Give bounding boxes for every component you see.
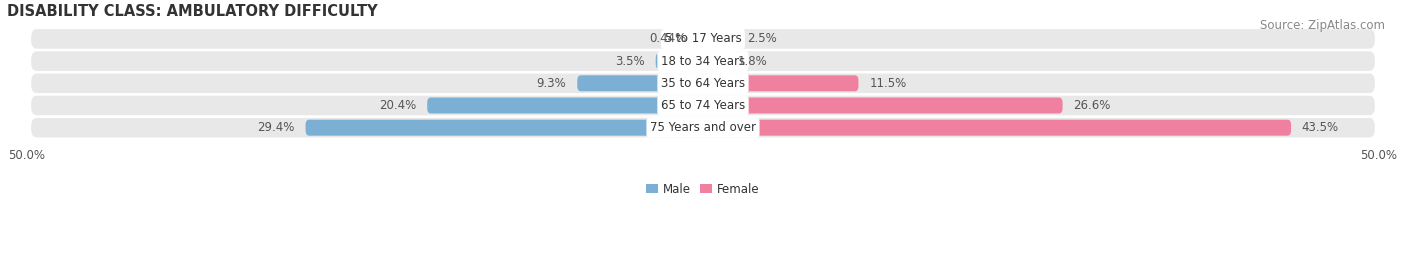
FancyBboxPatch shape xyxy=(703,98,1063,113)
Text: 11.5%: 11.5% xyxy=(869,77,907,90)
Text: 65 to 74 Years: 65 to 74 Years xyxy=(661,99,745,112)
Text: 2.5%: 2.5% xyxy=(748,32,778,45)
FancyBboxPatch shape xyxy=(31,118,1375,137)
FancyBboxPatch shape xyxy=(427,98,703,113)
Text: 1.8%: 1.8% xyxy=(738,55,768,68)
FancyBboxPatch shape xyxy=(703,120,1291,136)
Text: 75 Years and over: 75 Years and over xyxy=(650,121,756,134)
FancyBboxPatch shape xyxy=(703,53,727,69)
FancyBboxPatch shape xyxy=(578,75,703,91)
Text: 20.4%: 20.4% xyxy=(380,99,416,112)
Legend: Male, Female: Male, Female xyxy=(647,183,759,196)
Text: 35 to 64 Years: 35 to 64 Years xyxy=(661,77,745,90)
Text: 0.44%: 0.44% xyxy=(650,32,686,45)
Text: 18 to 34 Years: 18 to 34 Years xyxy=(661,55,745,68)
Text: DISABILITY CLASS: AMBULATORY DIFFICULTY: DISABILITY CLASS: AMBULATORY DIFFICULTY xyxy=(7,4,377,19)
FancyBboxPatch shape xyxy=(697,31,703,47)
FancyBboxPatch shape xyxy=(305,120,703,136)
FancyBboxPatch shape xyxy=(31,29,1375,49)
FancyBboxPatch shape xyxy=(703,31,737,47)
Text: 26.6%: 26.6% xyxy=(1073,99,1111,112)
FancyBboxPatch shape xyxy=(31,51,1375,71)
FancyBboxPatch shape xyxy=(703,75,859,91)
Text: 29.4%: 29.4% xyxy=(257,121,295,134)
Text: 43.5%: 43.5% xyxy=(1302,121,1339,134)
FancyBboxPatch shape xyxy=(31,73,1375,93)
Text: 9.3%: 9.3% xyxy=(537,77,567,90)
Text: 5 to 17 Years: 5 to 17 Years xyxy=(665,32,741,45)
Text: Source: ZipAtlas.com: Source: ZipAtlas.com xyxy=(1260,19,1385,32)
Text: 3.5%: 3.5% xyxy=(616,55,645,68)
FancyBboxPatch shape xyxy=(655,53,703,69)
FancyBboxPatch shape xyxy=(31,96,1375,115)
